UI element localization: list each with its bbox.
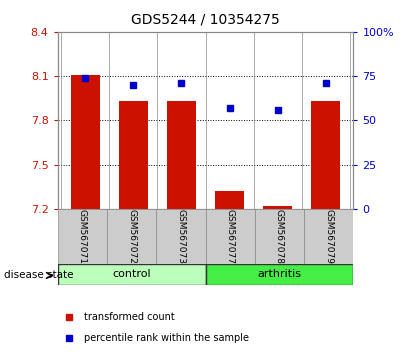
Bar (206, 209, 255, 264)
Bar (107, 209, 156, 264)
Bar (58, 209, 107, 264)
Text: GSM567071: GSM567071 (78, 209, 87, 264)
Text: control: control (112, 269, 151, 279)
Bar (206, 264, 353, 285)
Bar (156, 209, 206, 264)
Bar (304, 209, 353, 264)
Bar (119, 101, 148, 209)
Text: disease state: disease state (4, 270, 74, 280)
Text: GSM567072: GSM567072 (127, 209, 136, 264)
Bar (263, 206, 292, 209)
Bar (71, 75, 100, 209)
Text: GSM567079: GSM567079 (324, 209, 333, 264)
Bar (255, 209, 304, 264)
Text: transformed count: transformed count (84, 312, 175, 322)
Bar (167, 101, 196, 209)
Text: arthritis: arthritis (257, 269, 302, 279)
Text: GSM567073: GSM567073 (176, 209, 185, 264)
Text: percentile rank within the sample: percentile rank within the sample (84, 332, 249, 343)
Text: GSM567077: GSM567077 (226, 209, 235, 264)
Bar (311, 101, 340, 209)
Bar (58, 264, 206, 285)
Text: GSM567078: GSM567078 (275, 209, 284, 264)
Bar (215, 191, 244, 209)
Text: GDS5244 / 10354275: GDS5244 / 10354275 (131, 12, 280, 27)
